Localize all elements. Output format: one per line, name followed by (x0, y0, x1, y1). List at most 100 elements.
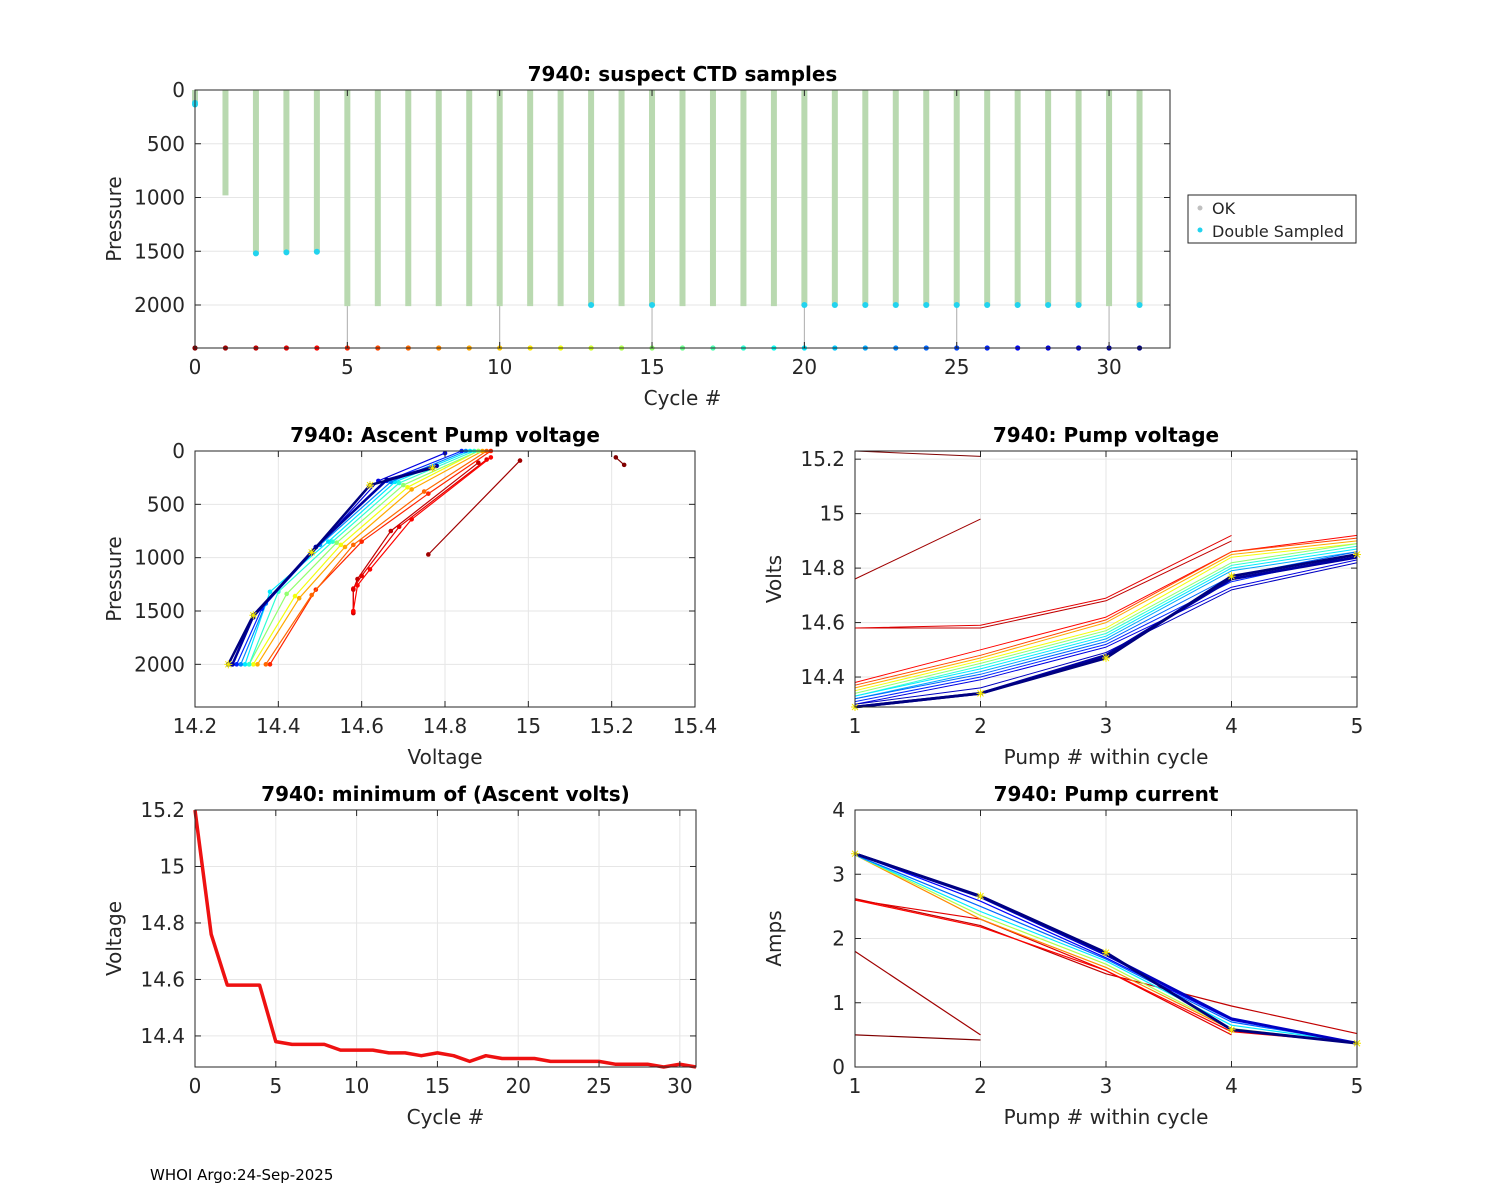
double-sampled-point (283, 249, 290, 256)
pump-volt-series-cycle-12 (854, 543, 1358, 692)
panel-pumpvolts: 1 2 3 4 5 14.4 14.6 14.8 15 15.2 7940: Pump voltag… (762, 423, 1363, 769)
ascent-point (396, 480, 402, 486)
legend-double-label: Double Sampled (1212, 222, 1344, 241)
axes-box (194, 809, 697, 1068)
ascent-point (284, 591, 289, 597)
y-tick-label: 0 (172, 78, 185, 102)
pump-volt-series-cycle-22 (854, 551, 1358, 700)
y-tick-label: 500 (147, 132, 185, 156)
x-axis-label: Cycle # (407, 1105, 485, 1129)
x-tick-label: 0 (189, 1074, 202, 1098)
last-point-marker (976, 892, 985, 901)
ascent-point (263, 662, 269, 667)
footer-label: WHOI Argo:24-Sep-2025 (150, 1166, 334, 1184)
x-tick-label: 5 (1351, 714, 1364, 738)
pump-volt-series-cycle-1 (854, 518, 981, 580)
x-tick-label: 14.8 (423, 714, 468, 738)
x-tick-label: 25 (586, 1074, 611, 1098)
ascent-point (342, 544, 348, 550)
ascent-point (613, 455, 619, 460)
last-point-marker (224, 660, 233, 669)
x-tick-label: 5 (341, 355, 354, 379)
y-tick-label: 2 (832, 927, 845, 951)
double-sampled-point (1136, 302, 1143, 308)
x-tick-label: 5 (269, 1074, 282, 1098)
y-tick-label: 1000 (134, 546, 185, 570)
pump-volt-series-cycle-4 (854, 534, 1358, 683)
y-tick-label: 15.2 (140, 798, 185, 822)
double-sampled-point (801, 302, 808, 308)
ascent-point (330, 539, 335, 544)
ascent-point (230, 662, 235, 667)
x-tick-label: 3 (1100, 1074, 1113, 1098)
ascent-point (434, 463, 439, 469)
x-tick-label: 1 (849, 714, 862, 738)
x-tick-label: 2 (974, 714, 987, 738)
ascent-point (476, 460, 481, 466)
x-axis-label: Voltage (407, 745, 482, 769)
y-tick-label: 14.4 (140, 1024, 185, 1048)
x-tick-label: 25 (944, 355, 969, 379)
y-tick-label: 14.6 (140, 967, 185, 991)
y-tick-label: 1500 (134, 239, 185, 263)
x-tick-label: 15 (425, 1074, 450, 1098)
plot-layer (851, 849, 1361, 1048)
y-tick-label: 14.6 (800, 611, 845, 635)
x-tick-label: 4 (1225, 1074, 1238, 1098)
ascent-point (367, 567, 373, 572)
last-point-marker (976, 689, 985, 698)
ascent-point (405, 484, 410, 490)
double-sampled-point (831, 302, 838, 308)
ascent-point (355, 583, 360, 588)
ascent-point (359, 539, 364, 544)
legend-ok-marker (1197, 205, 1203, 211)
axes-box (194, 89, 1171, 349)
y-axis-label: Volts (762, 555, 786, 603)
double-sampled-point (984, 302, 991, 308)
x-tick-label: 3 (1100, 714, 1113, 738)
y-tick-label: 500 (147, 492, 185, 516)
y-tick-label: 0 (172, 439, 185, 463)
pump-volt-series-cycle-0 (854, 450, 981, 457)
ascent-point (401, 482, 406, 488)
ascent-point (426, 552, 431, 557)
last-point-marker (428, 464, 437, 473)
y-axis-label: Pressure (102, 176, 126, 261)
plot-layer (224, 448, 627, 669)
ascent-point (421, 489, 427, 494)
y-tick-label: 15.2 (800, 447, 845, 471)
double-sampled-point (892, 302, 899, 308)
double-sampled-point (1045, 302, 1052, 308)
x-tick-label: 1 (849, 1074, 862, 1098)
pump-volt-series-cycle-2 (855, 540, 1232, 629)
plot-layer (851, 450, 1361, 711)
panel-minvolts: 0 5 10 15 20 25 30 14.4 14.6 14.8 15 15.2 7940: mini… (102, 782, 697, 1129)
x-tick-label: 2 (974, 1074, 987, 1098)
x-axis-label: Cycle # (644, 386, 722, 410)
double-sampled-point (862, 302, 869, 308)
x-axis-label: Pump # within cycle (1004, 745, 1209, 769)
pump-volt-series-cycle-29 (854, 562, 1358, 705)
y-tick-label: 1 (832, 991, 845, 1015)
x-tick-label: 10 (344, 1074, 369, 1098)
y-tick-label: 2000 (134, 652, 185, 676)
plot-area (195, 810, 696, 1067)
legend-double-marker (1197, 227, 1203, 233)
chart-title: 7940: suspect CTD samples (528, 62, 838, 86)
x-tick-label: 14.6 (339, 714, 384, 738)
double-sampled-point (588, 302, 595, 308)
y-tick-label: 4 (832, 798, 845, 822)
pump-volt-series-cycle-6 (854, 537, 1358, 686)
last-point-marker (307, 548, 316, 557)
x-tick-label: 15 (639, 355, 664, 379)
x-tick-label: 10 (487, 355, 512, 379)
ascent-point (238, 662, 244, 667)
ascent-point (255, 662, 260, 667)
last-point-marker (1227, 1025, 1236, 1034)
ascent-point (292, 593, 298, 599)
legend: OK Double Sampled (1187, 194, 1357, 244)
chart-title: 7940: Pump voltage (993, 423, 1219, 447)
last-point-marker (1102, 653, 1110, 662)
last-point-marker (249, 611, 258, 620)
